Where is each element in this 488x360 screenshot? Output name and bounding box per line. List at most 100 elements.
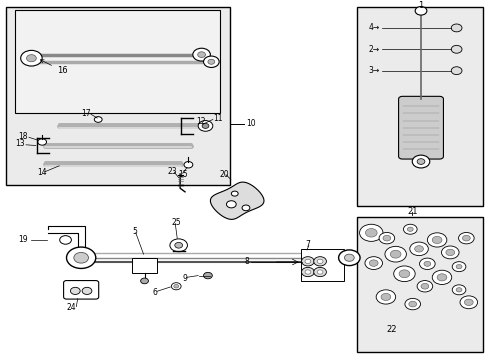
Circle shape bbox=[231, 191, 238, 196]
Text: 9: 9 bbox=[182, 274, 186, 283]
Text: 2→: 2→ bbox=[368, 45, 379, 54]
Text: 14: 14 bbox=[37, 168, 47, 177]
Circle shape bbox=[368, 260, 377, 266]
Text: 8: 8 bbox=[244, 257, 249, 266]
Circle shape bbox=[344, 254, 353, 261]
Circle shape bbox=[242, 205, 249, 211]
Circle shape bbox=[382, 235, 390, 241]
Circle shape bbox=[450, 24, 461, 32]
Circle shape bbox=[409, 242, 427, 256]
Circle shape bbox=[338, 250, 359, 266]
Circle shape bbox=[419, 258, 434, 270]
Circle shape bbox=[445, 249, 454, 256]
Text: 17: 17 bbox=[81, 109, 91, 118]
Circle shape bbox=[141, 278, 148, 284]
Circle shape bbox=[359, 224, 382, 241]
Circle shape bbox=[66, 247, 96, 269]
Circle shape bbox=[74, 252, 88, 263]
Text: 20: 20 bbox=[219, 170, 228, 179]
FancyBboxPatch shape bbox=[356, 217, 483, 352]
Circle shape bbox=[375, 290, 395, 304]
Circle shape bbox=[82, 287, 92, 294]
Text: 11: 11 bbox=[212, 114, 222, 123]
Circle shape bbox=[450, 45, 461, 53]
Circle shape bbox=[301, 257, 314, 266]
FancyBboxPatch shape bbox=[63, 280, 99, 299]
Text: 12: 12 bbox=[195, 117, 205, 126]
Circle shape bbox=[455, 288, 461, 292]
Circle shape bbox=[301, 267, 314, 276]
Circle shape bbox=[393, 266, 414, 282]
Circle shape bbox=[462, 235, 469, 241]
Circle shape bbox=[431, 270, 451, 284]
FancyBboxPatch shape bbox=[356, 6, 483, 206]
Circle shape bbox=[420, 283, 428, 289]
Circle shape bbox=[407, 227, 412, 231]
Circle shape bbox=[403, 224, 416, 234]
Circle shape bbox=[427, 233, 446, 247]
Circle shape bbox=[174, 242, 182, 248]
Circle shape bbox=[416, 159, 424, 165]
Circle shape bbox=[416, 280, 432, 292]
FancyBboxPatch shape bbox=[132, 258, 157, 273]
Circle shape bbox=[365, 229, 376, 237]
Circle shape bbox=[414, 246, 423, 252]
Circle shape bbox=[423, 261, 430, 266]
Circle shape bbox=[380, 293, 390, 301]
Circle shape bbox=[317, 259, 323, 264]
Circle shape bbox=[441, 246, 458, 259]
Text: 16: 16 bbox=[41, 60, 67, 75]
Circle shape bbox=[20, 50, 42, 66]
Circle shape bbox=[389, 250, 400, 258]
Text: 1: 1 bbox=[417, 1, 422, 10]
Circle shape bbox=[398, 270, 409, 278]
Circle shape bbox=[26, 55, 36, 62]
Circle shape bbox=[70, 287, 80, 294]
Text: 6: 6 bbox=[153, 288, 158, 297]
Circle shape bbox=[183, 162, 192, 168]
Circle shape bbox=[313, 257, 326, 266]
Text: 13: 13 bbox=[16, 139, 25, 148]
Text: 7: 7 bbox=[305, 240, 310, 249]
Circle shape bbox=[207, 59, 214, 64]
Text: 4→: 4→ bbox=[368, 23, 379, 32]
Text: 25: 25 bbox=[171, 217, 181, 226]
Circle shape bbox=[198, 121, 212, 131]
Circle shape bbox=[436, 274, 446, 281]
Circle shape bbox=[173, 284, 178, 288]
Circle shape bbox=[305, 259, 310, 264]
Text: 18: 18 bbox=[18, 132, 27, 141]
Circle shape bbox=[464, 299, 472, 306]
Text: 19: 19 bbox=[18, 235, 27, 244]
Circle shape bbox=[459, 296, 477, 309]
Circle shape bbox=[226, 201, 236, 208]
Polygon shape bbox=[210, 182, 264, 219]
Text: 3→: 3→ bbox=[368, 66, 379, 75]
Circle shape bbox=[202, 123, 208, 129]
Circle shape bbox=[305, 270, 310, 274]
Circle shape bbox=[317, 270, 323, 274]
Circle shape bbox=[411, 155, 429, 168]
Circle shape bbox=[451, 285, 465, 295]
Circle shape bbox=[431, 237, 441, 243]
Circle shape bbox=[169, 239, 187, 252]
Circle shape bbox=[38, 139, 46, 145]
Text: 10: 10 bbox=[245, 118, 255, 127]
FancyBboxPatch shape bbox=[5, 6, 229, 185]
Circle shape bbox=[203, 273, 212, 279]
Circle shape bbox=[94, 117, 102, 122]
Circle shape bbox=[171, 283, 181, 290]
Circle shape bbox=[378, 233, 394, 244]
Text: 24: 24 bbox=[66, 303, 76, 312]
FancyBboxPatch shape bbox=[15, 10, 220, 113]
Circle shape bbox=[197, 52, 205, 58]
Circle shape bbox=[384, 246, 406, 262]
Text: 22: 22 bbox=[385, 324, 396, 333]
Circle shape bbox=[450, 67, 461, 75]
Circle shape bbox=[313, 267, 326, 276]
Circle shape bbox=[455, 265, 461, 269]
Text: 21: 21 bbox=[407, 207, 418, 216]
Text: 23: 23 bbox=[167, 167, 177, 176]
FancyBboxPatch shape bbox=[398, 96, 443, 159]
Circle shape bbox=[414, 6, 426, 15]
